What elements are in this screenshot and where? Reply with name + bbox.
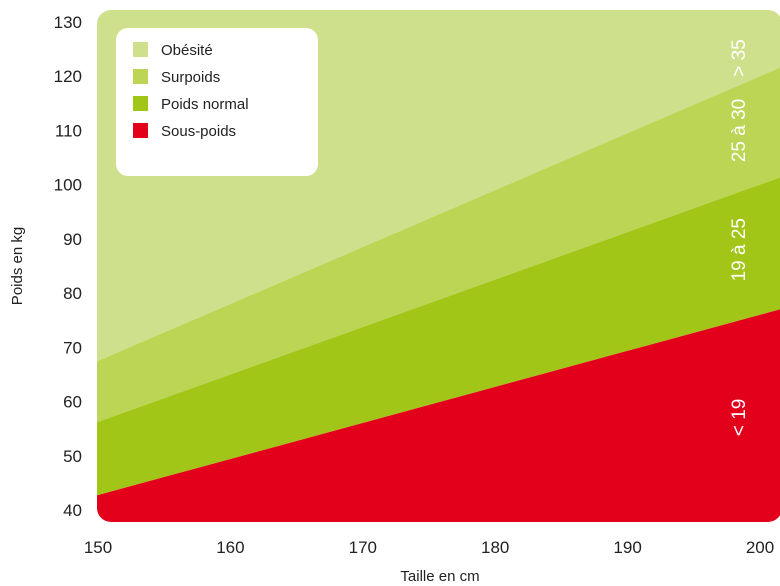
x-tick-label: 200 [746,538,774,557]
band-range-label: 25 à 30 [729,99,750,162]
legend-swatch [133,69,148,84]
x-tick-label: 180 [481,538,509,557]
band-range-labels: < 19 19 à 25 25 à 30 > 35 [729,39,750,436]
x-tick-label: 190 [613,538,641,557]
y-tick-label: 120 [54,67,82,86]
x-tick-label: 170 [349,538,377,557]
y-tick-label: 50 [63,447,82,466]
y-tick-label: 70 [63,338,82,357]
y-tick-label: 40 [63,501,82,520]
y-tick-label: 80 [63,284,82,303]
x-tick-label: 160 [216,538,244,557]
x-tick-label: 150 [84,538,112,557]
legend-swatch [133,42,148,57]
y-tick-label: 130 [54,13,82,32]
x-axis-label: Taille en cm [400,568,479,585]
band-range-label: > 35 [729,39,750,77]
band-sous-poids [97,305,780,522]
y-tick-label: 100 [54,176,82,195]
y-tick-label: 90 [63,230,82,249]
y-axis-ticks: 40 50 60 70 80 90 100 110 120 130 [54,13,82,520]
legend-box [116,28,318,176]
legend-swatch [133,96,148,111]
legend-swatch [133,123,148,138]
legend-label: Poids normal [161,96,249,113]
legend-label: Sous-poids [161,123,236,140]
legend-label: Obésité [161,42,213,59]
legend-label: Surpoids [161,69,220,86]
band-range-label: < 19 [729,399,750,437]
y-tick-label: 60 [63,393,82,412]
y-tick-label: 110 [55,121,82,140]
x-axis-ticks: 150 160 170 180 190 200 [84,538,774,557]
band-poids-normal [97,172,780,503]
band-surpoids [97,61,780,432]
band-range-label: 19 à 25 [729,218,750,281]
legend: Obésité Surpoids Poids normal Sous-poids [116,28,318,176]
y-axis-label: Poids en kg [9,227,26,305]
